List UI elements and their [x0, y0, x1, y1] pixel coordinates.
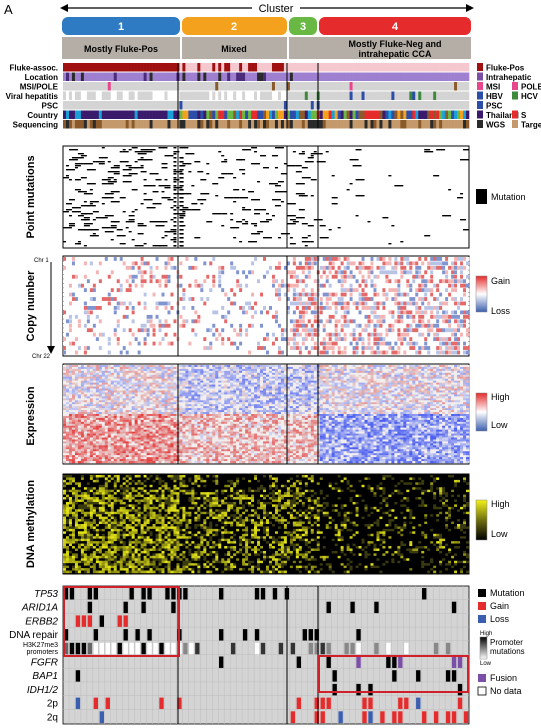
gene-label: ERBB2: [25, 616, 58, 627]
bl-mutations-label: mutations: [490, 647, 525, 656]
cluster-4-label-line2: intrahepatic CCA: [358, 49, 432, 59]
cluster-3-num: 3: [300, 21, 306, 33]
section-point-mutations: Point mutations: [25, 155, 37, 238]
bl-low-label: Low: [480, 661, 492, 667]
loss-legend-label: Loss: [491, 306, 511, 316]
svg-text:POLE: POLE: [521, 83, 541, 92]
bl-gain-label: Gain: [490, 601, 509, 611]
section-methylation: DNA methylation: [25, 480, 37, 568]
cluster-header: Cluster: [259, 3, 294, 15]
cluster-2-bar: [182, 17, 287, 35]
gene-label: DNA repair: [9, 630, 59, 641]
bl-mutation-label: Mutation: [490, 588, 525, 598]
cluster-1-num: 1: [118, 21, 124, 33]
bl-fusion-swatch: [478, 674, 486, 682]
svg-text:HBV: HBV: [486, 92, 504, 101]
box-cluster1-highlight: [63, 586, 180, 657]
chr-arrow: [47, 262, 55, 354]
cluster-34-label-box: [289, 37, 471, 59]
cluster-4-num: 4: [392, 21, 399, 33]
section-copy-number: Copy number: [25, 270, 37, 342]
methylation-cells: [63, 475, 470, 574]
grid-cells: [63, 586, 469, 724]
cluster-1-label-box: [62, 37, 180, 59]
gene-label: BAP1: [32, 671, 58, 682]
cluster-4-bar: [319, 17, 471, 35]
panel-label: A: [4, 2, 13, 17]
gene-label: 2q: [47, 712, 58, 723]
bl-mutation-swatch: [478, 589, 486, 597]
section-expression: Expression: [25, 386, 37, 446]
box-cluster4-highlight: [318, 655, 469, 693]
annotation-track-label: Location: [25, 73, 58, 82]
expression-cells: [63, 365, 470, 464]
gene-label: promoters: [26, 649, 58, 656]
copy-number-panel: [62, 255, 470, 357]
annotation-track-label: Country: [27, 111, 58, 120]
annotation-track-label: MSI/POLE: [20, 83, 59, 92]
methylation-gradient: [475, 499, 488, 541]
methylation-low-label: Low: [491, 529, 508, 539]
svg-text:HCV: HCV: [521, 92, 539, 101]
annotation-tracks: [63, 63, 470, 129]
methylation-high-label: High: [491, 499, 510, 509]
gene-label: 2p: [47, 699, 59, 710]
bottom-legend: Mutation Gain Loss High Promoter mutatio…: [477, 588, 525, 696]
gene-label: ARID1A: [21, 603, 58, 614]
expression-panel: [62, 363, 470, 465]
svg-text:Thailand: Thailand: [486, 111, 519, 120]
bl-loss-label: Loss: [490, 614, 510, 624]
expression-low-label: Low: [491, 420, 508, 430]
expression-high-label: High: [491, 392, 510, 402]
gene-label: H3K27me3: [23, 642, 58, 649]
bl-nodata-swatch: [477, 686, 487, 696]
svg-text:Targe: Targe: [521, 121, 541, 130]
cluster-4-label-line1: Mostly Fluke-Neg and: [348, 39, 441, 49]
chr-bottom-label: Chr 22: [32, 354, 51, 360]
bl-gain-swatch: [478, 602, 486, 610]
bl-promoter-label: Promoter: [490, 638, 523, 647]
gene-label: IDH1/2: [27, 685, 59, 696]
gene-labels: TP53 ARID1A ERBB2 DNA repairH3K27me3promote…: [9, 589, 59, 723]
chr-top-label: Chr 1: [34, 258, 49, 264]
methylation-panel: [62, 473, 470, 575]
svg-text:Fluke-Pos: Fluke-Pos: [486, 64, 525, 73]
annotation-track-label: Fluke-assoc.: [10, 64, 58, 73]
copy-number-cells: [63, 257, 470, 355]
gene-label: FGFR: [31, 658, 58, 669]
annotation-track-label: Sequencing: [13, 121, 58, 130]
cluster-2-num: 2: [231, 21, 237, 33]
svg-text:WGS: WGS: [486, 121, 506, 130]
svg-text:Intrahepatic: Intrahepatic: [486, 73, 532, 82]
annotation-track-label: Viral hepatitis: [6, 92, 59, 101]
cluster-1-bar: [62, 17, 180, 35]
bl-high-label: High: [480, 631, 492, 637]
svg-text:S: S: [521, 111, 527, 120]
mutation-cells: [63, 147, 469, 247]
bl-promoter-gradient: [479, 636, 488, 660]
cluster-2-label: Mixed: [221, 44, 247, 54]
alteration-grid: [62, 585, 470, 725]
cluster-2-label-box: [182, 37, 287, 59]
gain-loss-gradient: [475, 275, 488, 313]
cluster-bars: 1 2 3 4 Mostly Fluke-Pos Mixed Mostly Fl…: [62, 17, 471, 59]
gain-legend-label: Gain: [491, 276, 510, 286]
point-mutations-panel: [62, 145, 470, 249]
mutation-legend-label: Mutation: [491, 192, 526, 202]
expression-gradient: [475, 392, 488, 432]
bl-fusion-label: Fusion: [490, 673, 517, 683]
bl-nodata-label: No data: [490, 686, 522, 696]
cluster-1-label: Mostly Fluke-Pos: [84, 44, 158, 54]
bl-loss-swatch: [478, 615, 486, 623]
gene-label: TP53: [34, 589, 58, 600]
svg-text:MSI: MSI: [486, 83, 500, 92]
cluster-3-bar: [289, 17, 317, 35]
mutation-legend-swatch: [476, 189, 487, 204]
annotation-track-label: PSC: [42, 102, 59, 111]
svg-text:PSC: PSC: [486, 102, 503, 111]
